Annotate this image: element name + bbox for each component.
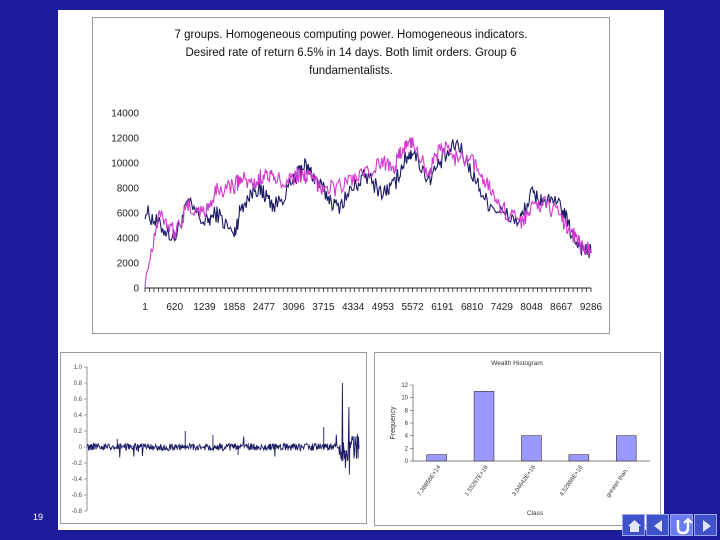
returns-y-tick-label: 0.2 [74,429,83,435]
price-x-tick-label: 2477 [253,302,276,313]
returns-chart-svg: 1.0 0.8 0.6 0.4 0.2 0 -0.2 -0.4 -0.6 -0.8 [72,365,360,515]
price-x-tick-label: 7429 [491,302,514,313]
price-x-tick-label: 4953 [372,302,395,313]
price-x-tick-label: 1858 [223,302,246,313]
histogram-bar [616,435,637,462]
histogram-bar [426,454,447,462]
forward-icon [703,520,711,532]
price-x-tick-label: 1239 [193,302,216,313]
price-x-tick-label: 6810 [461,302,484,313]
chart-title-line-3: fundamentalists. [309,65,393,77]
price-y-tick-label: 2000 [117,259,140,270]
histogram-x-tick-label: 1.55267E+16 [464,464,490,497]
histogram-y-tick-label: 12 [401,383,408,389]
histogram-title: Wealth Histogram [491,360,543,367]
histogram-y-tick-label: 8 [405,408,409,414]
price-x-tick-label: 3715 [312,302,335,313]
price-y-axis: 0 2000 4000 6000 8000 10000 12000 14000 [111,109,139,295]
nav-forward-button[interactable] [694,514,717,536]
price-chart-svg: 7 groups. Homogeneous computing power. H… [111,29,603,313]
returns-y-tick-label: 0.6 [74,397,83,403]
histogram-x-tick-label: 7.38856E+14 [417,464,443,497]
price-x-tick-label: 8667 [550,302,573,313]
histogram-x-tick-label: 4.52886E+16 [559,464,585,497]
returns-series-line [86,382,360,475]
price-chart: 7 groups. Homogeneous computing power. H… [92,17,610,334]
price-x-tick-label: 1 [142,302,148,313]
price-y-tick-label: 10000 [111,159,139,170]
histogram-y-label: Frequency [390,406,397,440]
home-icon [628,520,641,532]
price-series [144,137,592,289]
nav-back-button[interactable] [646,514,669,536]
price-series-line [144,137,592,289]
histogram-x-tick-label: 3.04642E+16 [512,464,538,497]
price-series-line [144,138,592,259]
returns-y-tick-label: 0.4 [74,413,83,419]
returns-y-tick-label: 1.0 [74,365,83,371]
histogram-y-tick-label: 2 [405,446,409,452]
price-y-tick-label: 0 [133,284,139,295]
histogram-y-tick-label: 4 [405,434,409,440]
chart-title-line-1: 7 groups. Homogeneous computing power. H… [175,29,528,41]
histogram-y-tick-label: 0 [405,459,409,465]
price-x-tick-label: 4334 [342,302,365,313]
price-y-tick-label: 8000 [117,184,140,195]
histogram-y-tick-label: 6 [405,421,409,427]
navigation-bar [622,514,717,536]
price-x-axis: 1 620 1239 1858 2477 3096 3715 4334 4953 5572 6191… [142,287,603,313]
returns-y-tick-label: -0.6 [72,493,83,499]
histogram-x-tick-label: greater than... [606,464,633,498]
return-icon [676,517,693,535]
back-icon [654,520,662,532]
returns-y-tick-label: 0 [79,445,83,451]
histogram-y-tick-label: 10 [401,396,408,402]
price-y-tick-label: 4000 [117,234,140,245]
histogram-bar [521,435,542,462]
histogram-x-axis: 7.38856E+14 1.55267E+16 3.04642E+16 4.52886… [417,464,632,499]
price-x-tick-label: 9286 [580,302,603,313]
returns-series [86,382,360,475]
slide-number: 19 [33,512,44,522]
price-y-tick-label: 14000 [111,109,139,120]
histogram-bars [426,390,637,462]
histogram-bar [568,454,590,462]
nav-home-button[interactable] [622,514,645,536]
price-x-tick-label: 3096 [283,302,306,313]
price-x-tick-label: 8048 [520,302,543,313]
returns-chart: 1.0 0.8 0.6 0.4 0.2 0 -0.2 -0.4 -0.6 -0.8 [60,352,367,524]
returns-y-tick-label: -0.2 [72,461,83,467]
returns-y-tick-label: -0.8 [72,509,83,515]
chart-title-line-2: Desired rate of return 6.5% in 14 days. … [185,47,516,59]
price-x-tick-label: 5572 [401,302,424,313]
wealth-histogram-svg: Wealth Histogram Frequency Class 12 10 8 6 4… [390,360,650,517]
nav-return-button[interactable] [670,514,693,536]
returns-y-tick-label: -0.4 [72,477,83,483]
wealth-histogram: Wealth Histogram Frequency Class 12 10 8 6 4… [374,352,661,526]
returns-y-tick-label: 0.8 [74,381,83,387]
price-y-tick-label: 12000 [111,134,139,145]
histogram-bar [473,390,495,462]
price-x-tick-label: 620 [166,302,183,313]
histogram-x-label: Class [527,510,544,517]
price-y-tick-label: 6000 [117,209,140,220]
price-x-tick-label: 6191 [431,302,454,313]
returns-y-axis: 1.0 0.8 0.6 0.4 0.2 0 -0.2 -0.4 -0.6 -0.8 [72,365,88,515]
